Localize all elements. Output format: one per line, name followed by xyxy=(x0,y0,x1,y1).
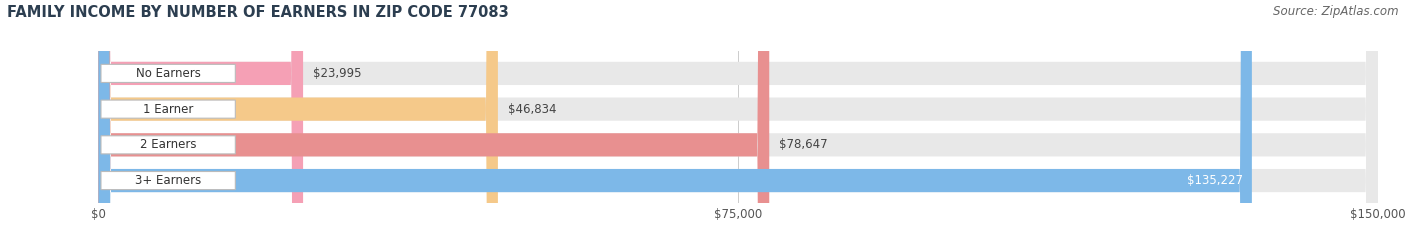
Text: No Earners: No Earners xyxy=(136,67,201,80)
Text: 1 Earner: 1 Earner xyxy=(143,103,194,116)
FancyBboxPatch shape xyxy=(98,0,498,233)
Text: $78,647: $78,647 xyxy=(779,138,828,151)
Text: $46,834: $46,834 xyxy=(508,103,557,116)
Text: Source: ZipAtlas.com: Source: ZipAtlas.com xyxy=(1274,5,1399,18)
Text: 3+ Earners: 3+ Earners xyxy=(135,174,201,187)
FancyBboxPatch shape xyxy=(101,100,235,118)
FancyBboxPatch shape xyxy=(101,136,235,154)
FancyBboxPatch shape xyxy=(98,0,1378,233)
FancyBboxPatch shape xyxy=(98,0,1378,233)
Text: FAMILY INCOME BY NUMBER OF EARNERS IN ZIP CODE 77083: FAMILY INCOME BY NUMBER OF EARNERS IN ZI… xyxy=(7,5,509,20)
FancyBboxPatch shape xyxy=(101,171,235,190)
FancyBboxPatch shape xyxy=(101,64,235,82)
FancyBboxPatch shape xyxy=(98,0,1378,233)
Text: 2 Earners: 2 Earners xyxy=(141,138,197,151)
Text: $23,995: $23,995 xyxy=(314,67,361,80)
FancyBboxPatch shape xyxy=(98,0,304,233)
FancyBboxPatch shape xyxy=(98,0,1251,233)
FancyBboxPatch shape xyxy=(98,0,769,233)
Text: $135,227: $135,227 xyxy=(1187,174,1243,187)
FancyBboxPatch shape xyxy=(98,0,1378,233)
